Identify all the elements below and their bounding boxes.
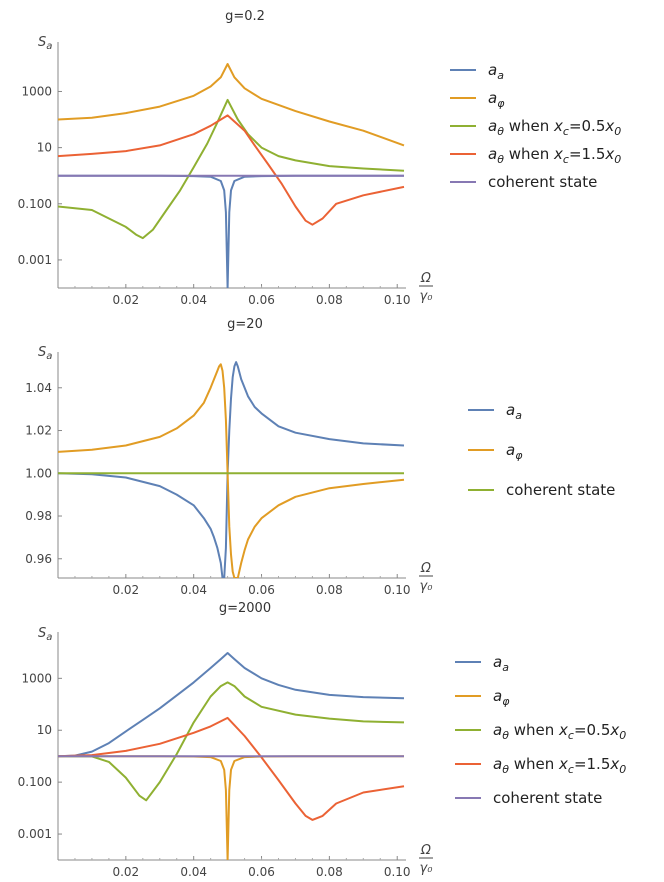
legend-label: aθ​ when xc​=1.5x0​ (488, 145, 621, 166)
legend-label: aa​ (488, 61, 504, 82)
legend-label: aθ​ when xc​=0.5x0​ (488, 117, 621, 138)
x-tick-label: 0.06 (248, 583, 275, 597)
y-tick-label: 1000 (21, 671, 52, 685)
legend-label: aθ​ when xc​=1.5x0​ (493, 755, 626, 776)
y-tick-label: 0.100 (18, 197, 52, 211)
legend-label: aφ​ (506, 441, 523, 462)
chart-panel-1: g=0.2 Sa 0.02 0.04 0.06 0.08 0.10 0.001 0.100 10 1… (18, 9, 622, 307)
series-line-4 (58, 716, 405, 821)
x-axis-label-numerator: Ω (420, 561, 431, 576)
x-axis-label-denominator: γ₀ (420, 289, 434, 304)
series-line-3 (58, 681, 405, 802)
legend-label: coherent state (493, 789, 602, 807)
y-axis-label: Sa (38, 345, 52, 362)
legend-label: aθ​ when xc​=0.5x0​ (493, 721, 626, 742)
y-tick-label: 10 (37, 723, 52, 737)
y-tick-label: 10 (37, 141, 52, 155)
chart-title: g=0.2 (225, 9, 265, 24)
y-tick-label: 1.04 (25, 381, 52, 395)
legend-label: aφ​ (488, 89, 505, 110)
series-line-2 (58, 755, 404, 860)
x-tick-label: 0.02 (112, 865, 139, 879)
x-tick-label: 0.10 (384, 293, 411, 307)
series-line-1 (58, 361, 405, 578)
x-tick-label: 0.06 (248, 865, 275, 879)
x-axis-label-denominator: γ₀ (420, 861, 434, 876)
y-tick-label: 1000 (21, 84, 52, 98)
x-tick-label: 0.02 (112, 293, 139, 307)
legend-label: aa​ (493, 653, 509, 674)
series-line-2 (58, 63, 405, 147)
y-axis-label: Sa (38, 35, 52, 52)
series-line-3 (58, 98, 405, 240)
x-tick-label: 0.04 (180, 293, 207, 307)
x-tick-label: 0.08 (316, 583, 343, 597)
x-axis-label-numerator: Ω (420, 843, 431, 858)
x-tick-label: 0.04 (180, 583, 207, 597)
x-tick-label: 0.08 (316, 865, 343, 879)
x-tick-label: 0.02 (112, 583, 139, 597)
chart-panel-3: g=2000 Sa 0.02 0.04 0.06 0.08 0.10 0.001 0.100 10… (18, 601, 627, 879)
x-tick-label: 0.10 (384, 583, 411, 597)
y-tick-label: 0.96 (25, 552, 52, 566)
x-axis-label-denominator: γ₀ (420, 579, 434, 594)
x-tick-label: 0.06 (248, 293, 275, 307)
y-tick-label: 0.100 (18, 775, 52, 789)
x-axis-label-numerator: Ω (420, 271, 431, 286)
legend-label: aa​ (506, 401, 522, 422)
chart-title: g=20 (227, 317, 263, 332)
x-tick-label: 0.10 (384, 865, 411, 879)
series-line-1 (58, 174, 404, 288)
legend-label: coherent state (506, 481, 615, 499)
y-tick-label: 1.02 (25, 424, 52, 438)
legend-label: aφ​ (493, 687, 510, 708)
x-tick-label: 0.08 (316, 293, 343, 307)
y-tick-label: 0.001 (18, 827, 52, 841)
chart-title: g=2000 (219, 601, 271, 616)
series-line-1 (58, 652, 405, 758)
series-line-4 (58, 114, 405, 226)
legend-label: coherent state (488, 173, 597, 191)
x-tick-label: 0.04 (180, 865, 207, 879)
y-tick-label: 0.98 (25, 509, 52, 523)
y-tick-label: 0.001 (18, 253, 52, 267)
y-axis-label: Sa (38, 626, 52, 643)
y-tick-label: 1.00 (25, 466, 52, 480)
chart-panel-2: g=20 Sa 0.02 0.04 0.06 0.08 0.10 0.96 0.98 1.00 1.… (25, 317, 615, 597)
